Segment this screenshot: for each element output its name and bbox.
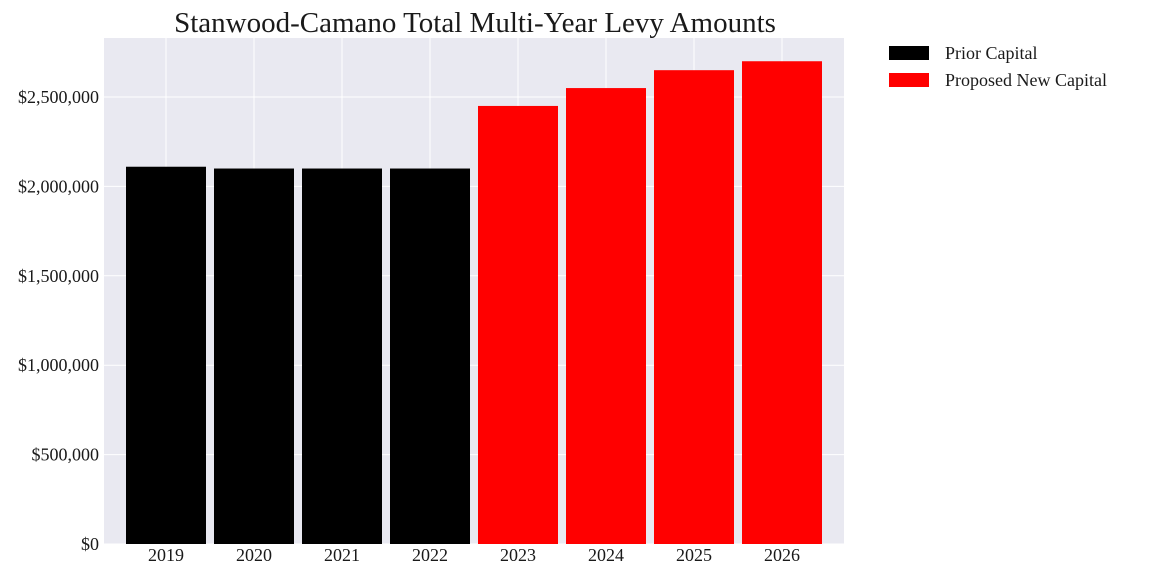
y-tick-label: $1,500,000 bbox=[18, 266, 99, 286]
bar-2023 bbox=[478, 105, 558, 544]
bar-2022 bbox=[390, 168, 470, 545]
x-axis-ticks: 2019 2020 2021 2022 2023 2024 2025 2026 bbox=[148, 545, 800, 565]
x-tick-label: 2020 bbox=[236, 545, 272, 565]
chart-title: Stanwood-Camano Total Multi-Year Levy Am… bbox=[174, 7, 776, 39]
x-tick-label: 2023 bbox=[500, 545, 536, 565]
x-tick-label: 2024 bbox=[588, 545, 624, 565]
x-tick-label: 2022 bbox=[412, 545, 448, 565]
bar-2026 bbox=[742, 61, 822, 545]
y-tick-label: $500,000 bbox=[32, 445, 100, 465]
bar-2020 bbox=[214, 168, 294, 545]
y-tick-label: $2,500,000 bbox=[18, 87, 99, 107]
bar-2021 bbox=[302, 168, 382, 545]
legend-swatch bbox=[889, 46, 929, 60]
x-tick-label: 2025 bbox=[676, 545, 712, 565]
bar-2019 bbox=[126, 166, 206, 544]
x-tick-label: 2026 bbox=[764, 545, 800, 565]
y-tick-label: $1,000,000 bbox=[18, 355, 99, 375]
legend-label: Proposed New Capital bbox=[945, 70, 1107, 90]
x-tick-label: 2019 bbox=[148, 545, 184, 565]
bar-2024 bbox=[566, 88, 646, 545]
bar-2025 bbox=[654, 70, 734, 544]
y-axis-ticks: $0 $500,000 $1,000,000 $1,500,000 $2,000,000… bbox=[18, 87, 99, 554]
legend-swatch bbox=[889, 73, 929, 87]
legend: Prior Capital Proposed New Capital bbox=[889, 43, 1107, 90]
x-tick-label: 2021 bbox=[324, 545, 360, 565]
bars bbox=[126, 61, 822, 545]
legend-label: Prior Capital bbox=[945, 43, 1038, 63]
y-tick-label: $0 bbox=[81, 534, 99, 554]
y-tick-label: $2,000,000 bbox=[18, 176, 99, 196]
